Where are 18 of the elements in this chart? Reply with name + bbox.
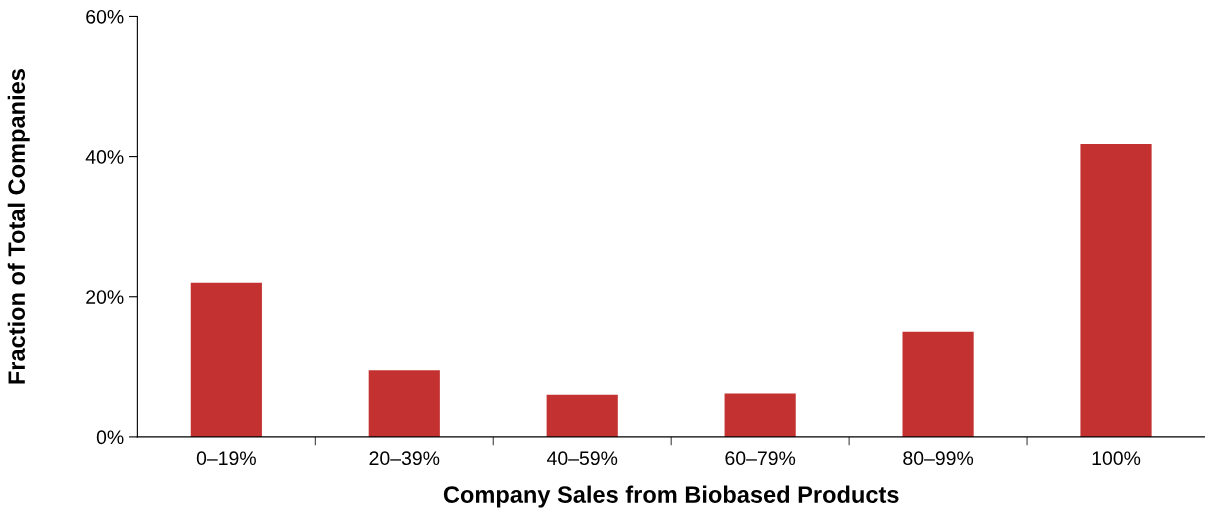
- y-tick-label: 60%: [86, 9, 124, 24]
- bar: [190, 282, 262, 437]
- x-tick-label: 40–59%: [546, 451, 618, 466]
- bar: [368, 370, 440, 437]
- x-tick-label: 100%: [1092, 451, 1141, 466]
- bar: [1080, 143, 1152, 437]
- bar: [546, 394, 618, 437]
- bar: [902, 331, 974, 437]
- x-tick-label: 80–99%: [903, 451, 974, 466]
- x-tick-label: 0–19%: [196, 451, 256, 466]
- x-tick-label: 60–79%: [725, 451, 796, 466]
- bar: [724, 393, 796, 437]
- x-axis-title: Company Sales from Biobased Products: [443, 485, 899, 508]
- y-tick-label: 0%: [96, 430, 124, 445]
- y-tick-label: 40%: [85, 150, 124, 164]
- y-tick-label: 20%: [86, 290, 124, 304]
- x-tick-label: 20–39%: [369, 451, 440, 466]
- y-axis-title: Fraction of Total Companies: [7, 69, 30, 384]
